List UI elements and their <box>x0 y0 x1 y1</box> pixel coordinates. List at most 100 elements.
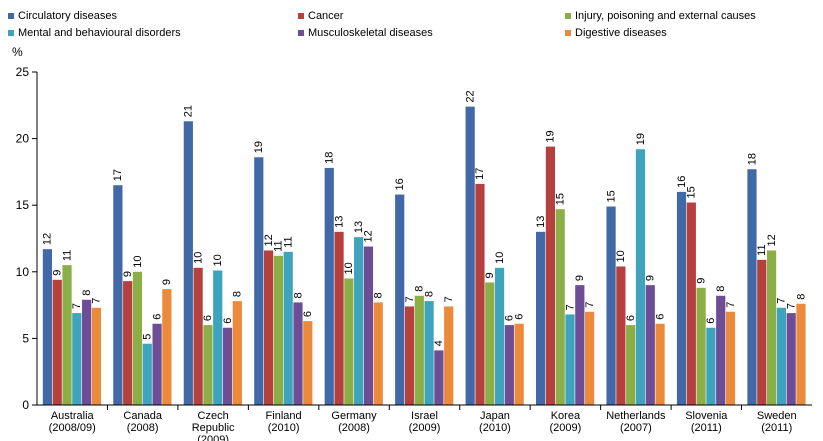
y-tick-label: 0 <box>22 398 29 412</box>
bar <box>193 267 203 405</box>
value-label: 10 <box>343 262 355 274</box>
bar <box>766 250 777 405</box>
value-label: 9 <box>574 275 586 281</box>
value-label: 6 <box>302 311 314 317</box>
value-label: 5 <box>142 334 154 340</box>
bar <box>183 121 193 405</box>
legend: Circulatory diseases Cancer Injury, poison… <box>8 10 756 39</box>
value-label: 13 <box>535 216 547 228</box>
bar <box>263 250 274 405</box>
x-category-label: Canada (2008) <box>123 410 162 434</box>
value-label: 8 <box>373 292 385 298</box>
bar <box>132 271 143 405</box>
bar <box>293 302 303 405</box>
value-label: 13 <box>353 221 365 233</box>
value-label: 10 <box>212 254 224 266</box>
bar <box>283 251 293 405</box>
bar <box>254 157 264 405</box>
value-label: 10 <box>494 252 506 264</box>
legend-swatch <box>298 30 304 36</box>
bar <box>395 194 405 405</box>
value-label: 7 <box>404 296 416 302</box>
bar <box>465 106 475 405</box>
value-label: 9 <box>484 272 496 278</box>
value-label: 16 <box>676 176 688 188</box>
value-label: 7 <box>776 298 788 304</box>
bar <box>696 287 706 405</box>
bar <box>686 202 696 405</box>
bar <box>716 295 726 405</box>
x-category-label: Korea (2009) <box>550 410 582 434</box>
y-tick-label: 15 <box>16 198 30 212</box>
value-label: 22 <box>464 90 476 102</box>
value-label: 11 <box>61 250 73 261</box>
bar <box>404 306 415 405</box>
bar <box>82 299 92 405</box>
bar <box>424 301 434 405</box>
value-label: 4 <box>433 340 445 346</box>
value-label: 10 <box>132 256 144 268</box>
value-label: 9 <box>695 278 707 284</box>
bar <box>213 270 223 405</box>
bar <box>72 313 82 405</box>
y-axis: 0 5 10 15 20 25 <box>16 65 38 412</box>
value-label: 6 <box>705 318 717 324</box>
value-label: 15 <box>555 193 567 205</box>
value-label: 12 <box>42 233 54 245</box>
bar <box>645 285 655 405</box>
x-category-label: Sweden (2011) <box>757 410 797 434</box>
bar <box>203 325 213 405</box>
value-label: 8 <box>232 291 244 297</box>
value-label: 10 <box>615 250 627 262</box>
value-label: 6 <box>151 314 163 320</box>
x-category-label: Germany (2008) <box>331 410 377 434</box>
value-label: 6 <box>654 314 666 320</box>
legend-swatch <box>8 13 14 19</box>
value-label: 7 <box>443 296 455 302</box>
value-label: 17 <box>112 169 124 181</box>
value-label: 15 <box>686 186 698 198</box>
bar <box>475 183 485 405</box>
x-category-label: Slovenia (2011) <box>685 410 728 434</box>
bar <box>536 231 546 405</box>
bar <box>444 306 454 405</box>
value-label: 6 <box>513 314 525 320</box>
legend-label: Digestive diseases <box>575 27 667 39</box>
bar <box>676 191 687 405</box>
value-label: 18 <box>746 153 758 165</box>
value-label: 11 <box>273 240 285 251</box>
value-label: 6 <box>202 315 214 321</box>
bar <box>373 302 383 405</box>
bar <box>303 321 313 405</box>
bar <box>162 289 172 405</box>
value-label: 8 <box>423 291 435 297</box>
bar <box>91 307 102 405</box>
bar <box>354 237 364 405</box>
value-label: 12 <box>766 234 778 246</box>
value-label: 11 <box>282 236 294 247</box>
value-label: 7 <box>584 302 596 308</box>
value-labels-group: 1291178717910569211061068191211118618131… <box>42 90 808 346</box>
value-label: 9 <box>161 279 173 285</box>
bar <box>123 281 133 405</box>
value-label: 19 <box>635 133 647 145</box>
x-category-label: Israel (2009) <box>409 410 441 434</box>
bar <box>494 267 505 405</box>
bar <box>635 149 646 405</box>
value-label: 8 <box>292 292 304 298</box>
legend-swatch <box>565 30 571 36</box>
bar <box>606 206 616 405</box>
value-label: 8 <box>795 294 807 300</box>
value-label: 7 <box>725 302 737 308</box>
bar <box>747 169 757 405</box>
bar <box>706 327 716 405</box>
legend-swatch <box>8 30 14 36</box>
value-label: 9 <box>122 271 134 277</box>
bar <box>585 311 595 405</box>
bar <box>757 259 767 405</box>
bar <box>344 278 354 405</box>
value-label: 7 <box>785 303 797 309</box>
bar <box>434 350 444 405</box>
x-category-label: Netherlands (2007) <box>606 410 666 434</box>
bar <box>232 301 242 405</box>
